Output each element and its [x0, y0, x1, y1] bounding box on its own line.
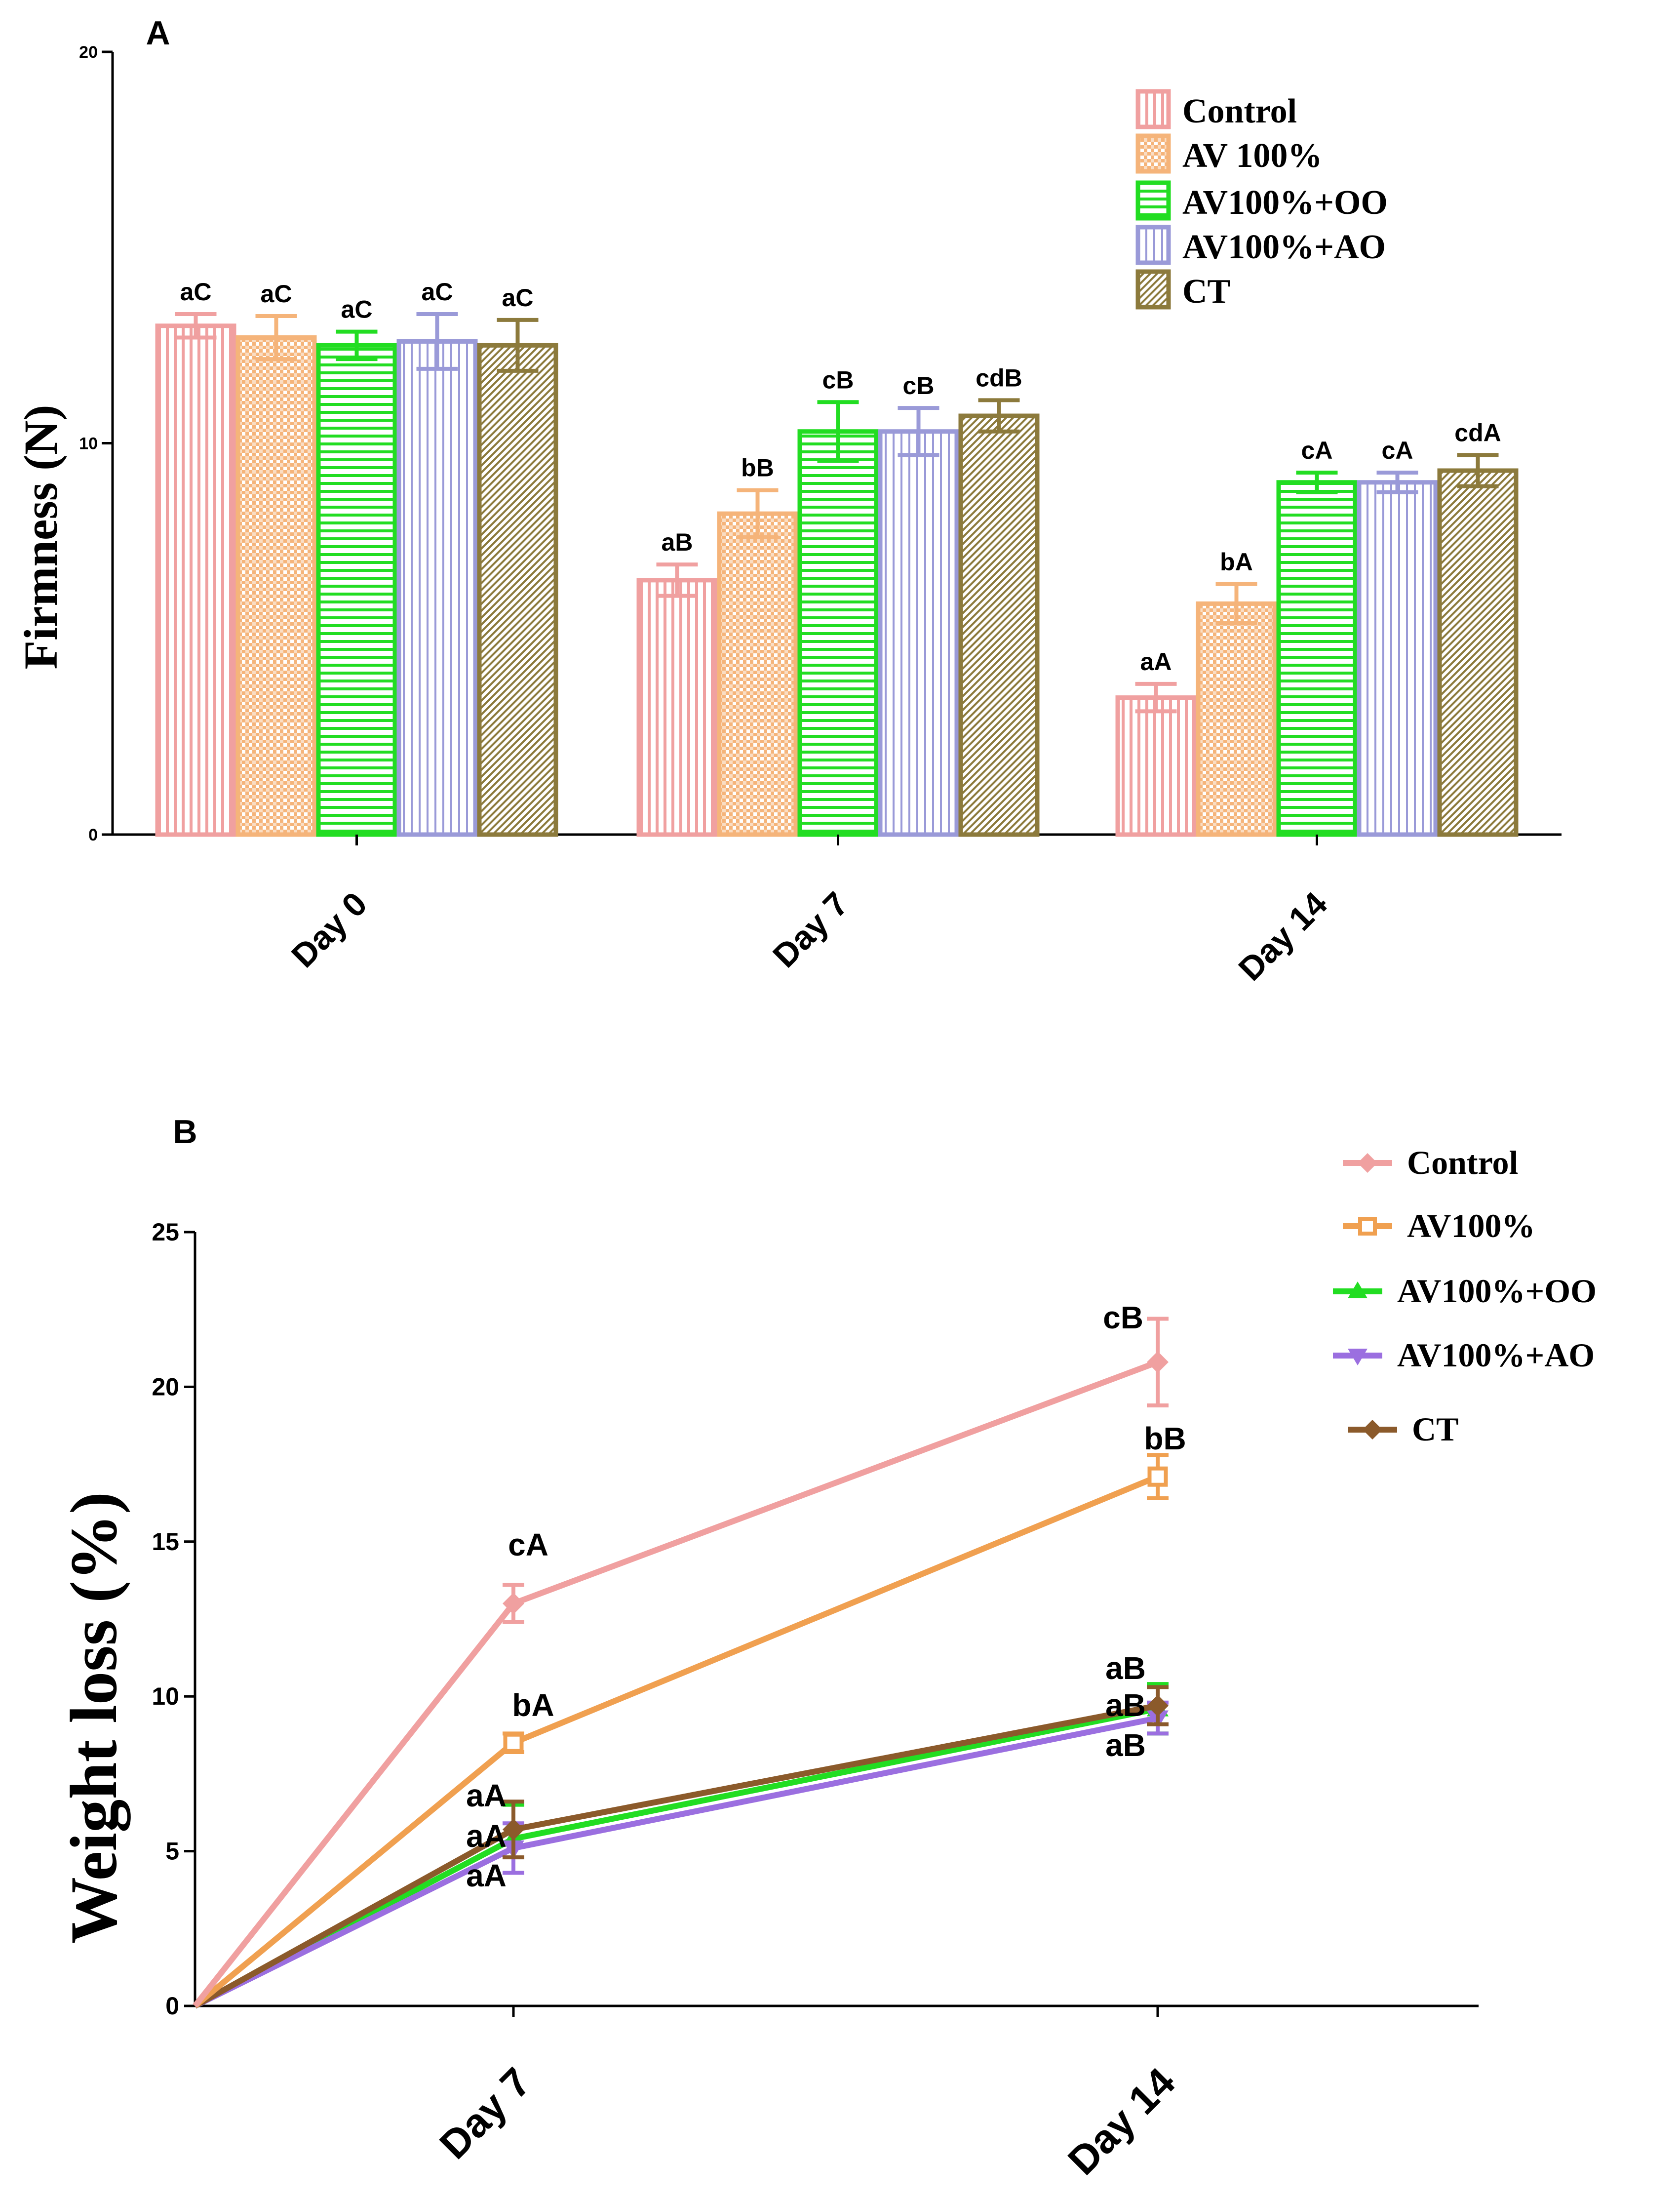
- series-line: [194, 1715, 1159, 2009]
- legend-swatch: [1135, 133, 1171, 174]
- y-tick-label: 20: [79, 43, 98, 62]
- y-tick-label: 10: [152, 1682, 179, 1710]
- bar: [797, 429, 879, 837]
- significance-label: aC: [261, 280, 292, 308]
- significance-label: bA: [512, 1687, 554, 1723]
- significance-label: aB: [1105, 1727, 1146, 1763]
- bar: [1357, 480, 1438, 837]
- panel-label-b: B: [173, 1113, 197, 1151]
- legend-a: Control AV 100% AV100%+OO AV100%+AO CT: [1135, 89, 1388, 311]
- significance-label: aA: [466, 1778, 507, 1813]
- legend-label: AV100%: [1407, 1207, 1535, 1244]
- significance-label: aB: [1105, 1687, 1146, 1723]
- legend-label: CT: [1182, 273, 1230, 311]
- significance-label: bA: [1220, 548, 1253, 576]
- x-category-label: Day 14: [1059, 2059, 1184, 2184]
- significance-label: cB: [822, 366, 854, 394]
- significance-label: aC: [341, 296, 373, 323]
- y-axis-title: Firmness (N): [14, 405, 67, 670]
- panel-label-a: A: [146, 14, 170, 52]
- y-tick-label: 0: [88, 826, 98, 844]
- x-category-label: Day 7: [766, 885, 856, 975]
- significance-label: aA: [1140, 648, 1172, 676]
- bar: [1276, 480, 1358, 837]
- significance-label: cA: [508, 1527, 548, 1562]
- x-category-label: Day 14: [1231, 885, 1334, 988]
- bar: [958, 413, 1040, 837]
- legend-swatch: [1135, 180, 1171, 221]
- series-line: [193, 1359, 1159, 2008]
- legend-label: AV100%+AO: [1182, 228, 1386, 266]
- legend-swatch: [1135, 225, 1171, 265]
- y-tick-label: 20: [152, 1373, 179, 1400]
- marker: [1348, 1281, 1367, 1298]
- significance-label: cA: [1382, 437, 1413, 464]
- significance-label: cdB: [976, 364, 1022, 392]
- bar: [1115, 695, 1197, 837]
- significance-label: aA: [466, 1858, 507, 1893]
- marker: [1147, 1695, 1169, 1717]
- marker: [1363, 1420, 1382, 1440]
- bar: [155, 323, 236, 837]
- marker: [1147, 1466, 1168, 1487]
- legend-swatch: [1135, 269, 1171, 310]
- significance-label: aB: [1105, 1650, 1146, 1686]
- y-tick-label: 10: [79, 435, 98, 453]
- legend-label: AV100%+AO: [1397, 1336, 1595, 1374]
- bar: [636, 578, 718, 837]
- legend-label: Control: [1182, 92, 1297, 130]
- significance-label: cB: [1103, 1300, 1143, 1335]
- series-line: [194, 1703, 1159, 2009]
- significance-label: cdA: [1454, 419, 1501, 446]
- marker: [1358, 1153, 1377, 1173]
- y-tick-label: 5: [165, 1838, 179, 1865]
- significance-label: aC: [180, 278, 212, 306]
- legend-label: Control: [1407, 1144, 1518, 1181]
- chart-a-firmness: A 0 10 20 Firmness (N) aC aB aA aC bB bA aC cB cA aC cB…: [14, 14, 1562, 988]
- chart-b-weight-loss: B 0 5 10 15 20 25 Weight loss (%) cA cB bA bB aA aB aA…: [57, 1113, 1597, 2184]
- legend-b: Control AV100% AV100%+OO AV100%+AO CT: [1333, 1144, 1597, 1448]
- significance-label: bB: [741, 454, 774, 482]
- bar: [878, 429, 959, 837]
- marker: [503, 1593, 524, 1615]
- bar: [717, 511, 798, 837]
- legend-label: CT: [1412, 1410, 1458, 1448]
- y-tick-label: 15: [152, 1528, 179, 1556]
- significance-label: cA: [1301, 437, 1333, 464]
- x-category-label: Day 0: [284, 885, 374, 975]
- significance-label: aA: [466, 1818, 507, 1854]
- marker: [1348, 1349, 1367, 1365]
- series-line: [194, 1706, 1159, 2009]
- legend-swatch: [1135, 89, 1171, 129]
- marker: [1147, 1351, 1169, 1373]
- marker: [503, 1732, 524, 1753]
- significance-label: aB: [662, 528, 693, 556]
- x-category-label: Day 7: [431, 2059, 540, 2167]
- bar: [477, 343, 558, 837]
- bar: [396, 339, 478, 837]
- y-axis-title: Weight loss (%): [57, 1492, 131, 1944]
- y-tick-label: 25: [152, 1218, 179, 1246]
- significance-label: aC: [502, 284, 534, 312]
- significance-label: bB: [1144, 1421, 1186, 1456]
- marker: [1358, 1217, 1377, 1236]
- bar: [1196, 601, 1277, 837]
- legend-label: AV100%+OO: [1182, 184, 1388, 222]
- significance-label: aC: [422, 278, 453, 306]
- legend-label: AV 100%: [1182, 137, 1322, 175]
- legend-label: AV100%+OO: [1397, 1272, 1597, 1310]
- significance-label: cB: [903, 372, 935, 400]
- bar: [316, 343, 397, 837]
- y-tick-label: 0: [165, 1992, 179, 2020]
- bar: [235, 335, 317, 837]
- bar: [1437, 468, 1519, 837]
- marker: [503, 1818, 524, 1840]
